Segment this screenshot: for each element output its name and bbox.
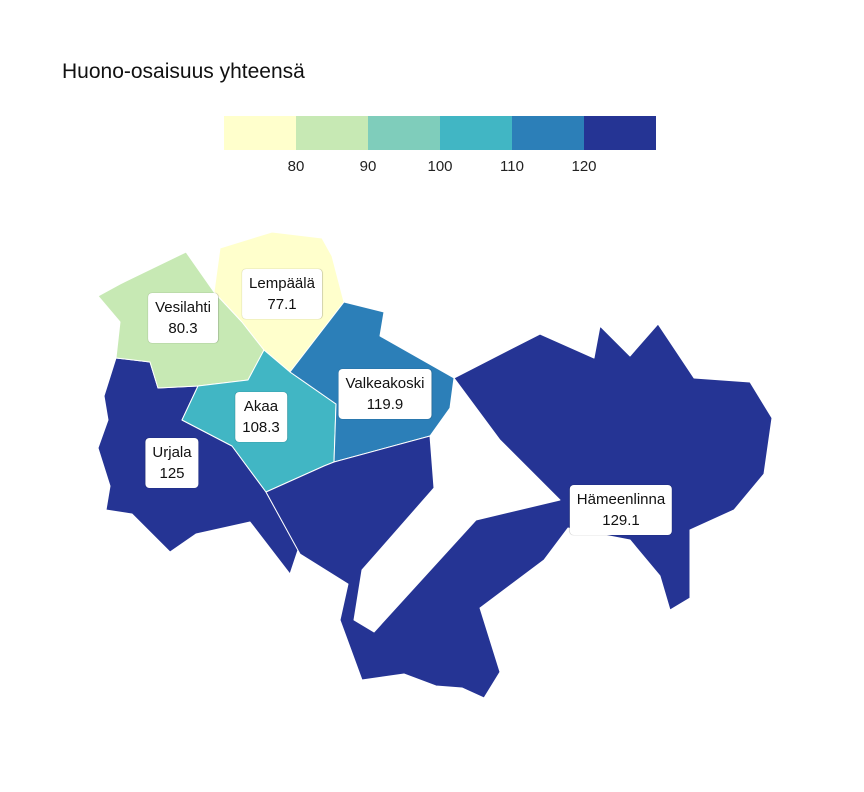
legend-tick-120: 120 <box>571 158 597 175</box>
region-name: Urjala <box>152 444 192 461</box>
region-value: 77.1 <box>267 296 297 313</box>
region-value: 108.3 <box>242 419 280 436</box>
legend-swatch-5 <box>512 116 584 150</box>
region-hameenlinna[interactable] <box>265 323 773 699</box>
legend-swatch-2 <box>296 116 368 150</box>
region-name: Valkeakoski <box>345 375 425 392</box>
region-value: 125 <box>159 465 185 482</box>
region-label-urjala: Urjala 125 <box>145 438 199 488</box>
legend-swatch-3 <box>368 116 440 150</box>
region-value: 129.1 <box>602 512 640 529</box>
region-label-valkeakoski: Valkeakoski 119.9 <box>338 369 432 419</box>
region-label-hameenlinna: Hämeenlinna 129.1 <box>569 485 673 535</box>
legend-swatch-6 <box>584 116 656 150</box>
legend-ticks: 80 90 100 110 120 <box>224 158 656 178</box>
region-name: Vesilahti <box>155 299 211 316</box>
color-legend <box>224 116 656 150</box>
region-name: Akaa <box>243 398 279 415</box>
legend-tick-100: 100 <box>427 158 453 175</box>
region-name: Hämeenlinna <box>576 491 666 508</box>
region-value: 119.9 <box>366 396 404 413</box>
region-label-akaa: Akaa 108.3 <box>235 392 287 442</box>
region-label-lempaala: Lempäälä 77.1 <box>242 269 322 319</box>
region-name: Lempäälä <box>249 275 315 292</box>
region-value: 80.3 <box>168 320 198 337</box>
legend-swatch-4 <box>440 116 512 150</box>
legend-tick-110: 110 <box>500 158 524 175</box>
legend-tick-80: 80 <box>287 158 305 175</box>
map-title: Huono-osaisuus yhteensä <box>62 60 305 83</box>
region-label-vesilahti: Vesilahti 80.3 <box>148 293 218 343</box>
legend-swatch-1 <box>224 116 296 150</box>
legend-tick-90: 90 <box>359 158 377 175</box>
